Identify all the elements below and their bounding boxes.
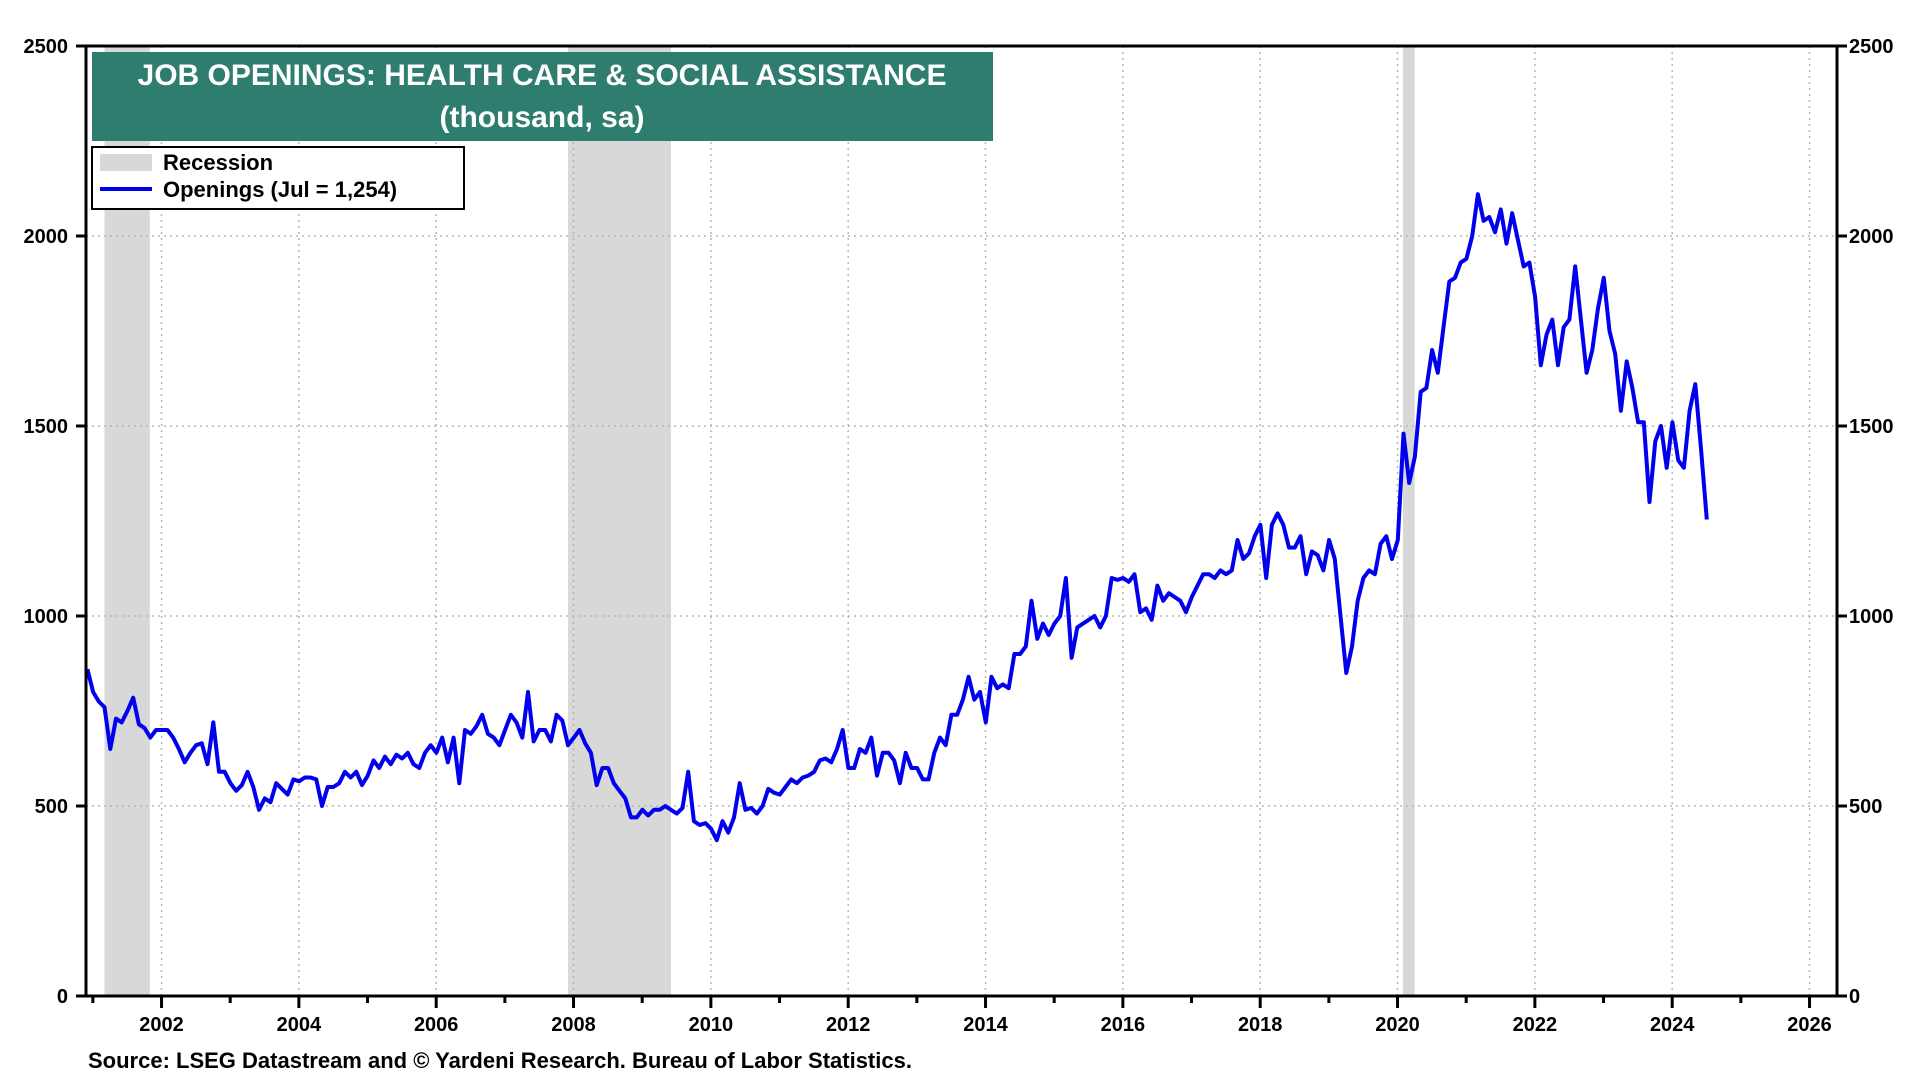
y-tick-label-right: 500 <box>1849 796 1882 818</box>
y-tick-label-right: 2500 <box>1849 36 1894 58</box>
recession-band-3 <box>1403 46 1415 996</box>
legend-openings-label: Openings (Jul = 1,254) <box>163 177 397 202</box>
y-tick-label-right: 2000 <box>1849 226 1894 248</box>
y-tick-label-left: 2000 <box>24 226 69 248</box>
y-tick-label-left: 0 <box>57 986 68 1008</box>
x-tick-label: 2022 <box>1513 1014 1558 1036</box>
x-tick-label: 2004 <box>277 1014 322 1036</box>
legend-recession-label: Recession <box>163 150 273 175</box>
x-tick-label: 2018 <box>1238 1014 1283 1036</box>
gridlines <box>86 46 1837 996</box>
chart-subtitle: (thousand, sa) <box>439 101 644 134</box>
title-background <box>92 52 993 141</box>
plot-frame <box>84 44 1839 998</box>
y-tick-label-right: 1000 <box>1849 606 1894 628</box>
x-tick-label: 2010 <box>689 1014 734 1036</box>
x-tick-label: 2006 <box>414 1014 459 1036</box>
chart-title: JOB OPENINGS: HEALTH CARE & SOCIAL ASSIS… <box>138 59 947 92</box>
y-tick-label-left: 1500 <box>24 416 69 438</box>
source-note: Source: LSEG Datastream and © Yardeni Re… <box>88 1048 912 1073</box>
tick-labels: 0 0 500 500 1000 1000 1500 1500 2000 2000 2500 2500… <box>24 36 1894 1036</box>
recession-band-2 <box>568 46 672 996</box>
x-tick-label: 2002 <box>139 1014 184 1036</box>
series-line-openings <box>85 192 1709 843</box>
title-box: JOB OPENINGS: HEALTH CARE & SOCIAL ASSIS… <box>92 52 993 141</box>
y-tick-label-left: 1000 <box>24 606 69 628</box>
y-tick-label-left: 2500 <box>24 36 69 58</box>
x-tick-label: 2026 <box>1787 1014 1832 1036</box>
x-tick-label: 2020 <box>1375 1014 1420 1036</box>
x-tick-label: 2014 <box>963 1014 1008 1036</box>
legend-recession-swatch <box>100 154 152 171</box>
x-tick-label: 2024 <box>1650 1014 1695 1036</box>
x-tick-label: 2008 <box>551 1014 596 1036</box>
axes <box>76 44 1847 1008</box>
series-layer <box>85 192 1709 843</box>
x-tick-label: 2016 <box>1101 1014 1146 1036</box>
y-tick-label-right: 0 <box>1849 986 1860 1008</box>
legend: Recession Openings (Jul = 1,254) <box>91 146 465 210</box>
y-tick-label-right: 1500 <box>1849 416 1894 438</box>
x-tick-label: 2012 <box>826 1014 871 1036</box>
y-tick-label-left: 500 <box>35 796 68 818</box>
legend-box <box>91 146 465 210</box>
